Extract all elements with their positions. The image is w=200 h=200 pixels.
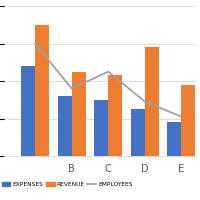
Bar <box>108 75 122 156</box>
Bar <box>72 72 86 156</box>
Bar <box>167 122 181 156</box>
Bar <box>181 85 195 156</box>
Legend: EXPENSES, REVENUE, EMPLOYEES: EXPENSES, REVENUE, EMPLOYEES <box>0 180 135 190</box>
Bar <box>94 100 108 156</box>
Bar <box>131 109 145 156</box>
Bar <box>58 96 72 156</box>
Bar <box>21 66 35 156</box>
Bar <box>145 47 159 156</box>
Bar <box>35 25 49 156</box>
